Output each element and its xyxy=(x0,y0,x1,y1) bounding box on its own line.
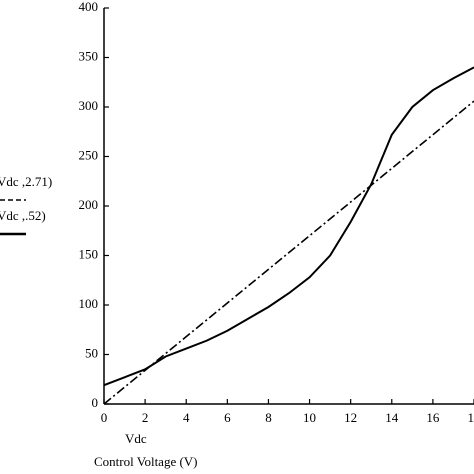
x-tick-label: 6 xyxy=(224,410,231,425)
y-tick-label: 150 xyxy=(79,246,99,261)
series-line xyxy=(103,100,474,405)
y-tick-label: 100 xyxy=(79,296,99,311)
y-tick-label: 50 xyxy=(85,345,98,360)
y-tick-label: 300 xyxy=(79,98,99,113)
y-tick-label: 0 xyxy=(92,395,99,410)
legend-label: Vdc ,.52) xyxy=(0,208,46,223)
x-axis-label: Vdc xyxy=(125,431,147,446)
x-tick-label: 8 xyxy=(265,410,272,425)
y-tick-label: 200 xyxy=(79,197,99,212)
x-tick-label: 16 xyxy=(426,410,440,425)
x-tick-label: 12 xyxy=(344,410,357,425)
series-line xyxy=(103,66,474,387)
x-tick-label: 14 xyxy=(385,410,399,425)
legend-label: Vdc ,2.71) xyxy=(0,174,52,189)
x-tick-label: 18 xyxy=(468,410,474,425)
x-tick-label: 10 xyxy=(303,410,316,425)
x-tick-label: 0 xyxy=(101,410,108,425)
y-tick-label: 250 xyxy=(79,147,99,162)
y-tick-label: 400 xyxy=(79,0,99,14)
x-tick-label: 2 xyxy=(142,410,149,425)
y-tick-label: 350 xyxy=(79,48,99,63)
x-axis-sublabel: Control Voltage (V) xyxy=(94,454,198,469)
x-tick-label: 4 xyxy=(183,410,190,425)
